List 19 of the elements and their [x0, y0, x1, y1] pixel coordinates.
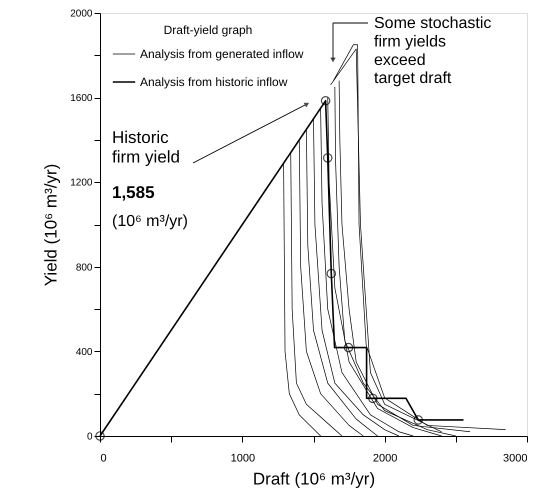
x-axis-title: Draft (10⁶ m³/yr) — [252, 470, 376, 488]
legend-title: Draft-yield graph — [164, 23, 252, 37]
annotation: Historic firm yield — [112, 128, 180, 167]
legend-label: Analysis from generated inflow — [140, 47, 304, 61]
y-tick-label: 2000 — [70, 8, 93, 20]
y-tick-label: 0 — [86, 432, 93, 442]
y-tick-label: 1200 — [70, 178, 93, 189]
x-tick-label: 0 — [100, 452, 107, 464]
x-tick-label: 1000 — [230, 452, 256, 464]
y-tick-label: 1600 — [70, 93, 93, 104]
y-tick-label: 800 — [76, 262, 93, 274]
legend-label: Analysis from historic inflow — [140, 75, 288, 89]
y-axis-title: Yield (10⁶ m³/yr) — [41, 164, 60, 286]
annotation: Some stochastic firm yields exceed target draft — [374, 15, 492, 88]
y-tick-label: 400 — [76, 346, 93, 358]
annotation: (10⁶ m³/yr) — [112, 213, 188, 230]
annotation: 1,585 — [112, 183, 155, 202]
x-tick-label: 3000 — [503, 452, 528, 464]
x-tick-label: 2000 — [372, 452, 398, 464]
